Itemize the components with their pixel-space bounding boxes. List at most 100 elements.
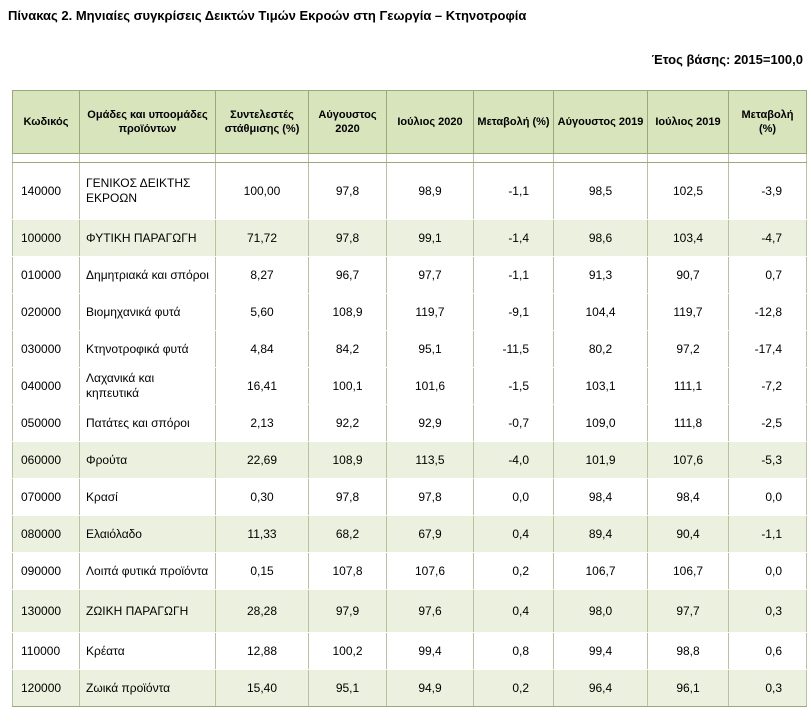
cell-aug2019: 96,4 — [553, 669, 648, 707]
base-year-note: Έτος βάσης: 2015=100,0 — [651, 52, 803, 67]
cell-aug2020: 100,2 — [308, 632, 387, 670]
table-row: 110000 Κρέατα 12,88 100,2 99,4 0,8 99,4 98,8 0,6 — [12, 632, 807, 670]
table-row: 010000 Δημητριακά και σπόροι 8,27 96,7 97,7-… — [12, 256, 807, 294]
header-jul2019: Ιούλιος 2019 — [647, 90, 729, 154]
cell-aug2020: 68,2 — [308, 515, 387, 553]
table-title: Πίνακας 2. Μηνιαίες συγκρίσεις Δεικτών Τ… — [8, 8, 527, 23]
cell-chg2019: 0,0 — [728, 478, 807, 516]
cell-weight: 16,41 — [215, 367, 309, 405]
cell-code: 080000 — [12, 515, 80, 553]
cell-jul2019: 119,7 — [647, 293, 729, 331]
cell-chg2019: -7,2 — [728, 367, 807, 405]
cell-chg2020: -1,5 — [473, 367, 554, 405]
cell-jul2020: 107,6 — [386, 552, 474, 590]
cell-aug2020: 97,8 — [308, 162, 387, 220]
cell-chg2020: -1,4 — [473, 219, 554, 257]
cell-jul2019: 106,7 — [647, 552, 729, 590]
cell-chg2019: 0,6 — [728, 632, 807, 670]
cell-weight: 0,30 — [215, 478, 309, 516]
cell-chg2019: -1,1 — [728, 515, 807, 553]
cell-chg2020: -4,0 — [473, 441, 554, 479]
cell-group: Ζωικά προϊόντα — [79, 669, 216, 707]
cell-weight: 5,60 — [215, 293, 309, 331]
cell-chg2020: -11,5 — [473, 330, 554, 368]
cell-aug2019: 101,9 — [553, 441, 648, 479]
cell-weight: 8,27 — [215, 256, 309, 294]
cell-weight: 71,72 — [215, 219, 309, 257]
header-chg2019: Μεταβολή (%) — [728, 90, 807, 154]
cell-code: 010000 — [12, 256, 80, 294]
cell-code: 070000 — [12, 478, 80, 516]
cell-chg2019: -2,5 — [728, 404, 807, 442]
cell-weight: 100,00 — [215, 162, 309, 220]
cell-aug2019: 99,4 — [553, 632, 648, 670]
cell-jul2019: 98,8 — [647, 632, 729, 670]
cell-aug2020: 108,9 — [308, 441, 387, 479]
cell-jul2019: 103,4 — [647, 219, 729, 257]
table-row: 100000 ΦΥΤΙΚΗ ΠΑΡΑΓΩΓΗ 71,72 97,8 99,1 -1,4 98… — [12, 219, 807, 257]
cell-jul2020: 67,9 — [386, 515, 474, 553]
table-row: 060000 Φρούτα 22,69 108,9 113,5 -4,0 101,9 107,… — [12, 441, 807, 479]
cell-group: Φρούτα — [79, 441, 216, 479]
header-row: Κωδικός Ομάδες και υποομάδες προϊόντων Σ… — [12, 90, 807, 154]
table-row: 070000 Κρασί 0,30 97,8 97,8 0,0 98,4 98,4 0,0 — [12, 478, 807, 516]
cell-chg2019: 0,3 — [728, 669, 807, 707]
cell-code: 020000 — [12, 293, 80, 331]
price-index-table: Κωδικός Ομάδες και υποομάδες προϊόντων Σ… — [12, 90, 807, 707]
cell-code: 110000 — [12, 632, 80, 670]
cell-aug2019: 106,7 — [553, 552, 648, 590]
cell-jul2019: 102,5 — [647, 162, 729, 220]
cell-weight: 12,88 — [215, 632, 309, 670]
cell-jul2020: 99,1 — [386, 219, 474, 257]
cell-chg2019: -5,3 — [728, 441, 807, 479]
table-row: 120000 Ζωικά προϊόντα 15,40 95,1 94,9 0,2 96,4… — [12, 669, 807, 707]
cell-jul2020: 97,7 — [386, 256, 474, 294]
cell-jul2019: 107,6 — [647, 441, 729, 479]
cell-weight: 4,84 — [215, 330, 309, 368]
cell-jul2019: 98,4 — [647, 478, 729, 516]
cell-group: ΦΥΤΙΚΗ ΠΑΡΑΓΩΓΗ — [79, 219, 216, 257]
cell-aug2020: 108,9 — [308, 293, 387, 331]
cell-aug2020: 84,2 — [308, 330, 387, 368]
cell-jul2020: 99,4 — [386, 632, 474, 670]
cell-aug2019: 109,0 — [553, 404, 648, 442]
cell-aug2019: 89,4 — [553, 515, 648, 553]
cell-weight: 2,13 — [215, 404, 309, 442]
cell-group: ΓΕΝΙΚΟΣ ΔΕΙΚΤΗΣ ΕΚΡΟΩΝ — [79, 162, 216, 220]
cell-aug2019: 103,1 — [553, 367, 648, 405]
cell-group: Κτηνοτροφικά φυτά — [79, 330, 216, 368]
cell-chg2020: 0,4 — [473, 515, 554, 553]
header-aug2020: Αύγουστος 2020 — [308, 90, 387, 154]
cell-chg2019: -3,9 — [728, 162, 807, 220]
cell-chg2020: -0,7 — [473, 404, 554, 442]
cell-aug2020: 100,1 — [308, 367, 387, 405]
header-aug2019: Αύγουστος 2019 — [553, 90, 648, 154]
cell-jul2019: 90,7 — [647, 256, 729, 294]
cell-aug2020: 97,8 — [308, 478, 387, 516]
header-code: Κωδικός — [12, 90, 80, 154]
cell-jul2020: 92,9 — [386, 404, 474, 442]
table-row: 020000 Βιομηχανικά φυτά 5,60 108,9 119,7 -9,1… — [12, 293, 807, 331]
cell-chg2019: 0,3 — [728, 589, 807, 633]
cell-code: 130000 — [12, 589, 80, 633]
cell-code: 120000 — [12, 669, 80, 707]
cell-chg2019: 0,7 — [728, 256, 807, 294]
cell-jul2019: 111,1 — [647, 367, 729, 405]
cell-jul2019: 90,4 — [647, 515, 729, 553]
table-body: 140000 ΓΕΝΙΚΟΣ ΔΕΙΚΤΗΣ ΕΚΡΟΩΝ 100,00 97,8 98… — [12, 153, 807, 707]
cell-code: 060000 — [12, 441, 80, 479]
cell-code: 100000 — [12, 219, 80, 257]
table-row: 030000 Κτηνοτροφικά φυτά 4,84 84,2 95,1 -11,5… — [12, 330, 807, 368]
cell-group: ΖΩΙΚΗ ΠΑΡΑΓΩΓΗ — [79, 589, 216, 633]
cell-jul2020: 94,9 — [386, 669, 474, 707]
cell-chg2020: -1,1 — [473, 162, 554, 220]
cell-aug2019: 98,6 — [553, 219, 648, 257]
cell-weight: 28,28 — [215, 589, 309, 633]
cell-aug2020: 97,8 — [308, 219, 387, 257]
cell-chg2020: -1,1 — [473, 256, 554, 294]
cell-chg2020: 0,2 — [473, 552, 554, 590]
cell-group: Λοιπά φυτικά προϊόντα — [79, 552, 216, 590]
cell-jul2020: 97,6 — [386, 589, 474, 633]
cell-weight: 11,33 — [215, 515, 309, 553]
cell-aug2020: 95,1 — [308, 669, 387, 707]
